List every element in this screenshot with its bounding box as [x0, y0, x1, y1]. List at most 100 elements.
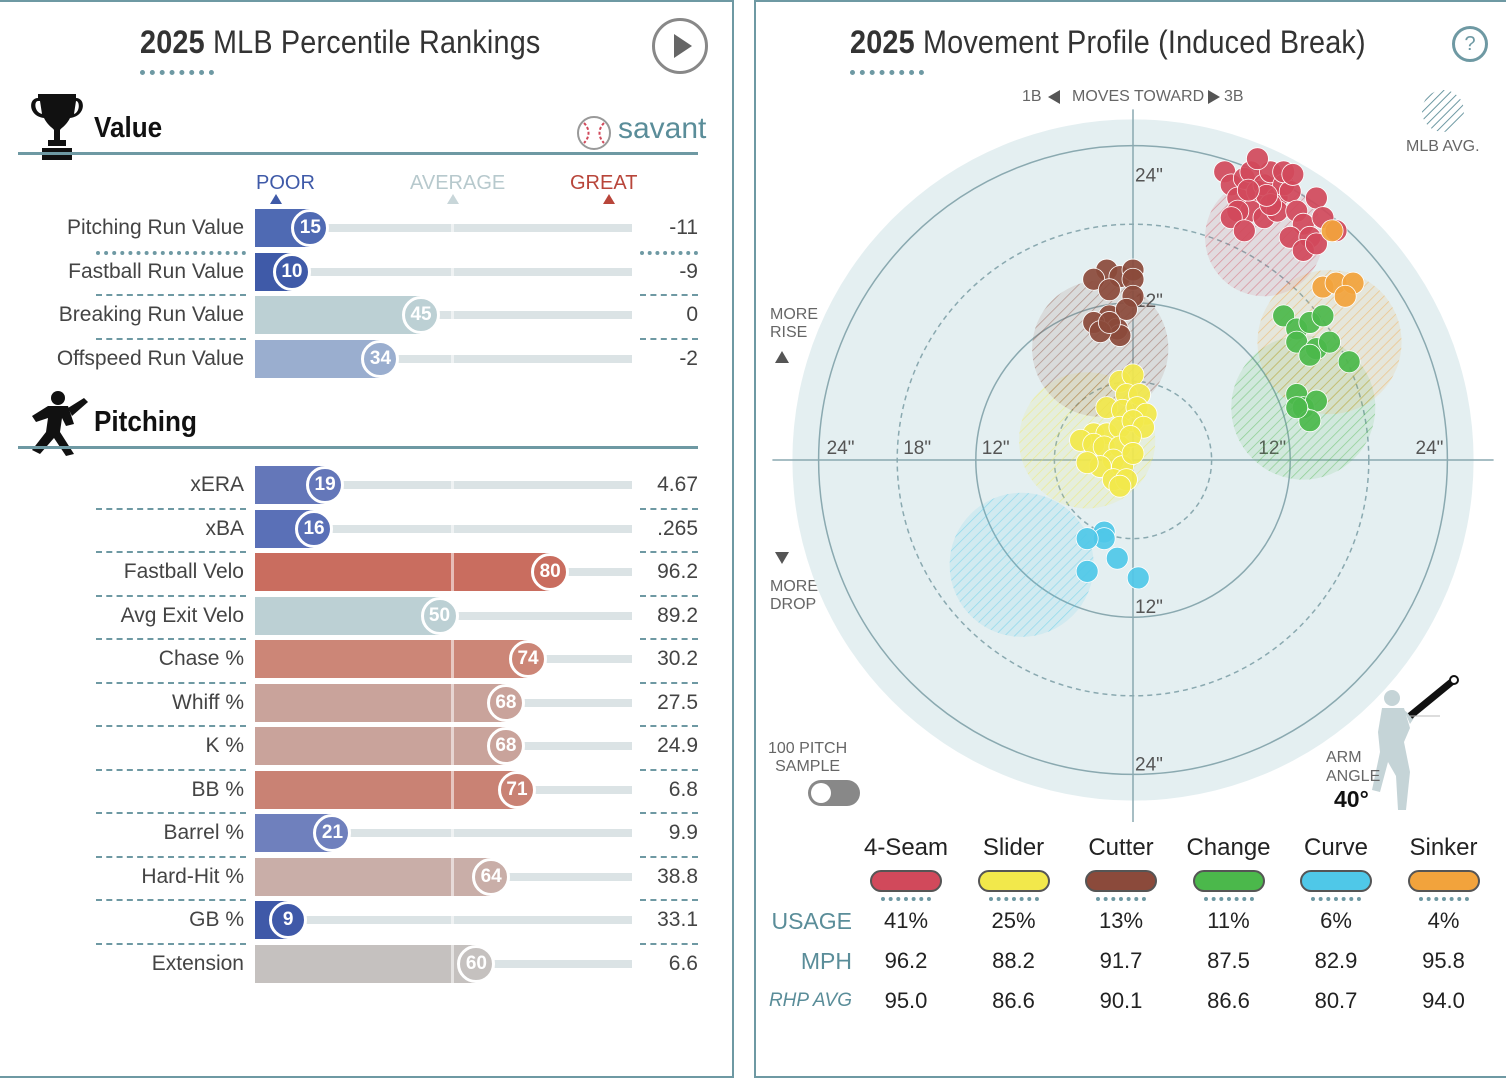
metric-value: 30.2 [657, 647, 698, 670]
metric-track [255, 481, 632, 489]
pill-underline [1203, 897, 1254, 901]
metric-label: Fastball Run Value [68, 259, 244, 283]
mlb-avg-label: MLB AVG. [1406, 138, 1480, 155]
mph-cell: 87.5 [1207, 948, 1250, 973]
savant-logo-text: savant [618, 112, 707, 145]
row-divider [640, 681, 698, 684]
metric-bar [255, 727, 506, 765]
rhp-avg-cell: 95.0 [884, 988, 928, 1013]
metric-value: 89.2 [657, 603, 698, 627]
percentile-badge: 10 [272, 252, 311, 291]
percentile-badge: 45 [402, 296, 441, 334]
row-divider [96, 337, 246, 340]
metric-value: 27.5 [657, 690, 698, 714]
pitch-color-pill[interactable] [977, 870, 1050, 892]
row-divider [96, 899, 246, 901]
sample-toggle-knob [811, 783, 831, 803]
average-line [451, 901, 455, 939]
average-line [451, 339, 455, 378]
pitch-color-pill[interactable] [1407, 870, 1480, 892]
ring-label: 24" [1416, 438, 1444, 459]
row-divider [96, 942, 246, 945]
play-button[interactable] [652, 18, 708, 74]
metric-label: xERA [190, 473, 244, 496]
usage-cell: 11% [1207, 908, 1250, 933]
help-button[interactable]: ? [1452, 26, 1488, 62]
row-divider [96, 725, 246, 727]
percentile-badge: 50 [420, 596, 459, 635]
metric-track [255, 311, 632, 319]
pitch-point-4-seam [1246, 147, 1269, 171]
usage-cell: 25% [991, 908, 1036, 933]
arrow-up-icon [775, 351, 789, 363]
metric-bar [255, 596, 440, 635]
metric-bar [255, 339, 381, 378]
percentile-badge: 9 [269, 901, 308, 939]
movement-title: 2025 Movement Profile (Induced Break) [850, 24, 1366, 60]
pitch-color-pill[interactable] [1085, 870, 1157, 892]
pitch-color-pill[interactable] [870, 870, 942, 892]
metric-value: 38.8 [657, 864, 698, 888]
average-line [451, 857, 455, 896]
metric-track [255, 267, 632, 276]
arrow-down-icon [775, 552, 789, 564]
row-divider [96, 294, 246, 296]
mph-heading: MPH [800, 948, 852, 974]
pitching-rule [18, 446, 698, 449]
metric-value: 0 [686, 303, 698, 326]
metric-track [255, 354, 632, 363]
movement-plot: 24"18"12"12"24"24"12"12"24" [772, 109, 1494, 822]
percentile-badge: 74 [509, 640, 548, 678]
more-rise-label: MORE RISE [770, 306, 818, 341]
row-divider [640, 638, 698, 640]
ring-label: 12" [1135, 597, 1163, 618]
row-divider [96, 551, 246, 553]
pitch-point-change [1311, 304, 1335, 328]
average-line [451, 252, 455, 291]
pitch-name-label: Cutter [1088, 834, 1154, 861]
pitch-color-pill[interactable] [1300, 870, 1372, 892]
metric-label: Offspeed Run Value [56, 346, 244, 370]
rhp-avg-heading: RHP AVG [768, 990, 852, 1011]
metric-value: 9.9 [668, 821, 698, 844]
percentile-badge: 60 [457, 944, 496, 983]
metric-bar [255, 683, 506, 722]
arm-angle-icon [1372, 675, 1459, 810]
rhp-avg-cell: 80.7 [1314, 988, 1358, 1013]
pitch-color-pill[interactable] [1192, 870, 1265, 892]
row-divider [640, 899, 698, 901]
scale-average: AVERAGE [410, 172, 506, 194]
row-divider [96, 768, 246, 771]
metric-track [255, 524, 632, 533]
pitch-point-change [1318, 330, 1341, 354]
movement-profile-panel: 2025 Movement Profile (Induced Break) ? … [754, 0, 1506, 1078]
rhp-avg-cell: 86.6 [992, 988, 1035, 1013]
percentile-badge: 68 [486, 683, 525, 722]
mph-cell: 91.7 [1099, 948, 1143, 973]
metric-bar [255, 857, 492, 896]
metric-bar [255, 296, 422, 334]
title-underline [140, 70, 214, 75]
rhp-avg-cell: 94.0 [1422, 988, 1465, 1013]
mph-cell: 88.2 [992, 948, 1035, 973]
metric-track [255, 224, 632, 232]
average-line [451, 727, 455, 765]
average-line [451, 683, 455, 722]
pitch-name-label: Change [1186, 834, 1271, 861]
arrow-right-icon [1208, 90, 1220, 104]
row-divider [640, 768, 698, 771]
ring-label: 24" [1135, 754, 1163, 775]
sample-toggle[interactable] [808, 780, 860, 806]
metric-value: 6.8 [668, 777, 698, 801]
dir-1b: 1B [1022, 88, 1042, 105]
metric-value: -2 [679, 346, 698, 370]
metric-label: K % [205, 734, 244, 757]
pill-underline [881, 897, 931, 901]
pitch-point-change [1285, 396, 1309, 420]
row-divider [640, 855, 698, 858]
row-divider [96, 250, 246, 255]
scale-great: GREAT [570, 172, 638, 194]
row-divider [96, 812, 246, 814]
pill-underline [1096, 897, 1146, 901]
sample-label: 100 PITCH SAMPLE [768, 740, 848, 775]
